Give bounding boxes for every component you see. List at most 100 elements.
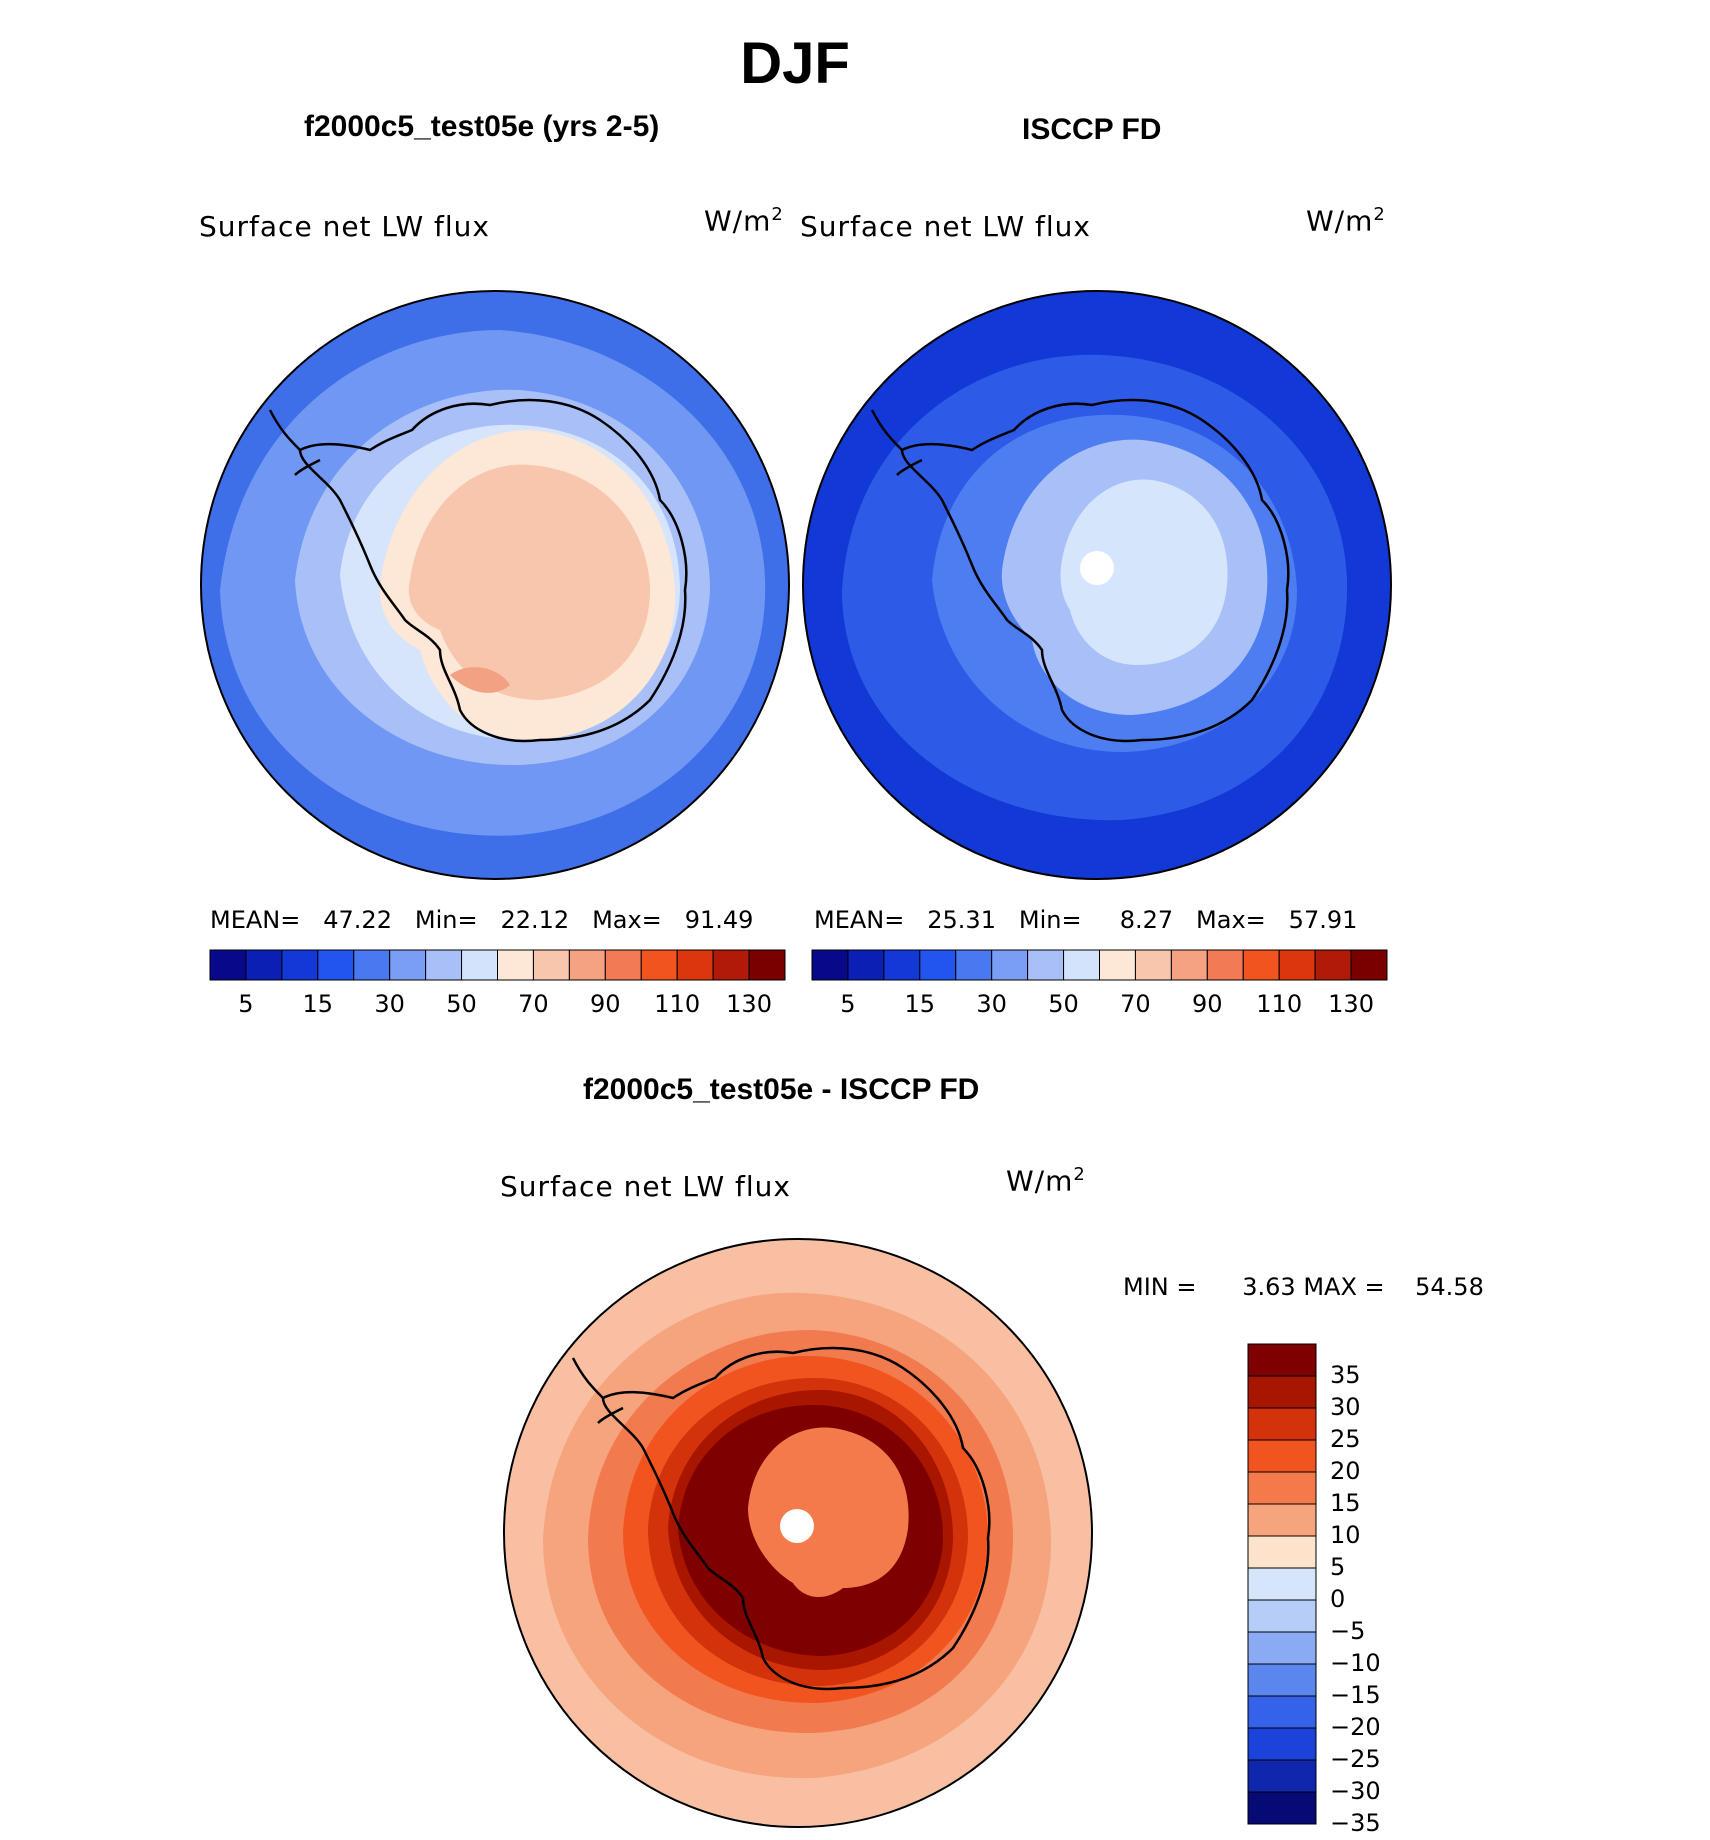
diff-colorbar-swatch (1247, 1471, 1317, 1505)
diff-colorbar-tick-label: 5 (1330, 1553, 1346, 1581)
model-colorbar-swatch (461, 949, 498, 981)
figure-title: DJF (740, 31, 850, 96)
diff-minmax: MIN = 3.63 MAX = 54.58 (1123, 1273, 1484, 1301)
model-colorbar-tick-label: 130 (726, 990, 772, 1018)
model-colorbar-swatch (245, 949, 283, 981)
diff-colorbar-swatch (1247, 1535, 1317, 1569)
diff-colorbar-tick-label: −15 (1330, 1681, 1381, 1709)
diff-colorbar-swatch (1247, 1567, 1317, 1601)
model-colorbar-swatch (425, 949, 463, 981)
diff-colorbar-swatch (1247, 1599, 1317, 1633)
diff-colorbar-swatch (1247, 1343, 1317, 1377)
obs-colorbar-swatch (1242, 949, 1280, 981)
model-colorbar-tick-label: 110 (654, 990, 701, 1018)
obs-colorbar-tick-label: 110 (1256, 990, 1303, 1018)
diff-map-border (503, 1238, 1093, 1828)
model-colorbar-swatch (317, 949, 355, 981)
obs-colorbar-tick-label: 30 (976, 990, 1007, 1018)
obs-colorbar-swatch (1350, 949, 1388, 981)
model-colorbar (209, 949, 786, 981)
obs-colorbar-tick-label: 15 (904, 990, 936, 1018)
obs-variable-label: Surface net LW flux (800, 210, 1091, 243)
diff-colorbar-swatch (1247, 1439, 1317, 1473)
diff-colorbar-tick-label: −35 (1330, 1809, 1381, 1837)
model-colorbar-tick-label: 70 (518, 990, 549, 1018)
obs-colorbar-swatch (1134, 949, 1172, 981)
diff-polar-map (503, 1238, 1093, 1828)
model-variable-label: Surface net LW flux (199, 210, 490, 243)
diff-colorbar-tick-label: 30 (1330, 1393, 1361, 1421)
model-polar-map (200, 290, 790, 880)
obs-colorbar-swatch (1099, 949, 1136, 981)
obs-colorbar-tick-label: 130 (1328, 990, 1374, 1018)
diff-colorbar-swatch (1247, 1791, 1317, 1825)
diff-colorbar-swatch (1247, 1663, 1317, 1697)
model-colorbar-swatch (604, 949, 642, 981)
diff-units-label: W/m2 (1006, 1164, 1086, 1198)
obs-colorbar-tick-label: 50 (1048, 990, 1079, 1018)
diff-colorbar-tick-label: 10 (1330, 1521, 1361, 1549)
obs-colorbar-swatch (1170, 949, 1208, 981)
diff-colorbar (1247, 1343, 1317, 1825)
obs-colorbar-swatch (811, 949, 849, 981)
model-colorbar-swatch (497, 949, 534, 981)
diff-colorbar-swatch (1247, 1407, 1317, 1441)
diff-coastline (601, 1346, 991, 1691)
model-colorbar-tick-label: 30 (374, 990, 405, 1018)
diff-colorbar-swatch (1247, 1631, 1317, 1665)
obs-units-label: W/m2 (1306, 204, 1386, 238)
diff-colorbar-tick-label: −30 (1330, 1777, 1381, 1805)
obs-colorbar-tick-label: 70 (1120, 990, 1151, 1018)
obs-colorbar-tick-label: 90 (1192, 990, 1223, 1018)
model-colorbar-swatch (568, 949, 606, 981)
diff-colorbar-tick-label: 35 (1330, 1361, 1361, 1389)
obs-stats: MEAN= 25.31 Min= 8.27 Max= 57.91 (814, 906, 1358, 934)
diff-variable-label: Surface net LW flux (500, 1170, 791, 1203)
diff-colorbar-swatch (1247, 1759, 1317, 1793)
model-colorbar-swatch (353, 949, 391, 981)
diff-colorbar-swatch (1247, 1727, 1317, 1761)
obs-colorbar-swatch (1063, 949, 1100, 981)
obs-pole-hole (1080, 551, 1114, 585)
obs-colorbar-swatch (1027, 949, 1065, 981)
model-colorbar-swatch (281, 949, 319, 981)
model-colorbar-swatch (640, 949, 678, 981)
model-map-border (200, 290, 790, 880)
model-colorbar-tick-label: 15 (302, 990, 334, 1018)
diff-pole-hole (780, 1509, 814, 1543)
model-colorbar-swatch (712, 949, 750, 981)
model-colorbar-swatch (676, 949, 714, 981)
diff-colorbar-tick-label: −10 (1330, 1649, 1381, 1677)
diff-colorbar-tick-label: −25 (1330, 1745, 1381, 1773)
diff-colorbar-tick-label: 15 (1330, 1489, 1361, 1517)
diff-panel-title: f2000c5_test05e - ISCCP FD (583, 1073, 980, 1106)
obs-peninsula (870, 409, 923, 476)
obs-land-interior (1060, 479, 1228, 665)
model-peninsula (268, 409, 321, 476)
obs-colorbar-tick-label: 5 (840, 990, 856, 1018)
model-panel-title: f2000c5_test05e (yrs 2-5) (304, 110, 660, 143)
obs-panel-title: ISCCP FD (1022, 113, 1162, 146)
diff-colorbar-tick-label: 20 (1330, 1457, 1361, 1485)
obs-colorbar-swatch (955, 949, 993, 981)
model-colorbar-swatch (209, 949, 247, 981)
diff-colorbar-swatch (1247, 1375, 1317, 1409)
model-colorbar-swatch (748, 949, 786, 981)
model-stats: MEAN= 47.22 Min= 22.12 Max= 91.49 (210, 906, 754, 934)
model-land-interior (408, 464, 651, 700)
obs-colorbar (811, 949, 1388, 981)
diff-colorbar-swatch (1247, 1695, 1317, 1729)
diff-peninsula (571, 1357, 624, 1424)
obs-coastline (900, 398, 1290, 743)
model-land-peak (450, 667, 510, 693)
obs-colorbar-swatch (1314, 949, 1352, 981)
obs-map-border (802, 290, 1392, 880)
model-units-label: W/m2 (704, 204, 784, 238)
obs-colorbar-swatch (991, 949, 1029, 981)
diff-colorbar-tick-label: 25 (1330, 1425, 1361, 1453)
obs-colorbar-swatch (883, 949, 921, 981)
model-colorbar-tick-label: 50 (446, 990, 477, 1018)
obs-colorbar-swatch (1206, 949, 1244, 981)
model-colorbar-tick-label: 5 (238, 990, 254, 1018)
diff-colorbar-tick-label: 0 (1330, 1585, 1346, 1613)
